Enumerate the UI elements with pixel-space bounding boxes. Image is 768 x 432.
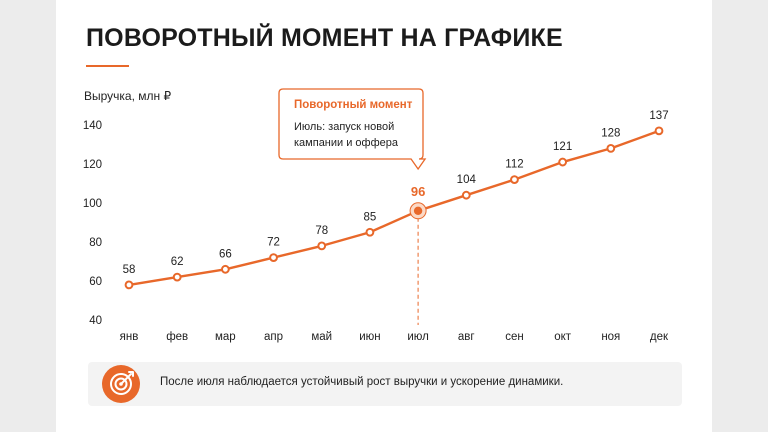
- line-chart: 40 60 80 100 120 140 янв фев мар апр май июн июл авг с…: [83, 88, 669, 343]
- y-tick-label: 60: [89, 276, 102, 288]
- series-line: [128, 129, 660, 287]
- data-point: [365, 227, 375, 237]
- x-tick-label: июн: [359, 331, 380, 343]
- annotation-line-2: кампании и оффера: [294, 137, 399, 149]
- insight-text: После июля наблюдается устойчивый рост в…: [160, 376, 564, 388]
- x-tick-label: дек: [650, 331, 669, 343]
- data-point: [220, 264, 230, 274]
- x-tick-label: авг: [458, 331, 475, 343]
- page-title: ПОВОРОТНЫЙ МОМЕНТ НА ГРАФИКЕ: [86, 24, 563, 52]
- x-tick-label: янв: [120, 331, 139, 343]
- y-axis-label: Выручка, млн ₽: [84, 89, 172, 103]
- x-tick-label: май: [311, 331, 332, 343]
- data-point: [461, 190, 471, 200]
- y-tick-label: 80: [89, 237, 102, 249]
- data-label: 78: [315, 225, 328, 237]
- y-tick-label: 100: [83, 198, 102, 210]
- x-tick-label: апр: [264, 331, 283, 343]
- data-label: 121: [553, 141, 572, 153]
- highlight-data-label: 96: [411, 184, 425, 199]
- data-point: [558, 157, 568, 167]
- data-point: [606, 144, 616, 153]
- data-point: [654, 126, 664, 136]
- annotation-line-1: Июль: запуск новой: [294, 121, 394, 133]
- data-point: [269, 253, 278, 263]
- annotation-title: Поворотный момент: [294, 99, 413, 111]
- data-point: [510, 175, 519, 185]
- x-tick-label: сен: [505, 331, 524, 343]
- data-label: 66: [219, 248, 232, 260]
- annotation-box: [278, 88, 427, 171]
- data-label: 104: [457, 174, 477, 186]
- y-tick-label: 120: [83, 159, 102, 171]
- slide: ПОВОРОТНЫЙ МОМЕНТ НА ГРАФИКЕ Выручка, мл…: [56, 0, 712, 432]
- data-point: [172, 272, 182, 282]
- x-tick-label: мар: [215, 331, 236, 343]
- highlight-point: [413, 206, 423, 215]
- annotation-callout: Поворотный момент Июль: запуск новой кам…: [278, 88, 427, 171]
- data-label: 72: [267, 237, 280, 249]
- data-label: 58: [123, 264, 136, 276]
- y-tick-label: 140: [83, 120, 102, 132]
- data-label: 137: [649, 110, 668, 122]
- data-point: [124, 280, 134, 290]
- data-label: 85: [364, 211, 377, 223]
- data-label: 62: [171, 256, 184, 268]
- y-tick-label: 40: [89, 315, 102, 327]
- data-label: 112: [505, 159, 523, 171]
- x-tick-label: фев: [166, 331, 188, 343]
- data-label: 128: [601, 127, 620, 139]
- data-point: [317, 241, 327, 251]
- x-tick-label: ноя: [601, 331, 620, 343]
- x-tick-label: июл: [407, 331, 429, 343]
- insight-banner: После июля наблюдается устойчивый рост в…: [88, 362, 682, 406]
- target-icon: [102, 365, 140, 403]
- x-tick-label: окт: [554, 331, 572, 343]
- title-underline: [86, 65, 129, 67]
